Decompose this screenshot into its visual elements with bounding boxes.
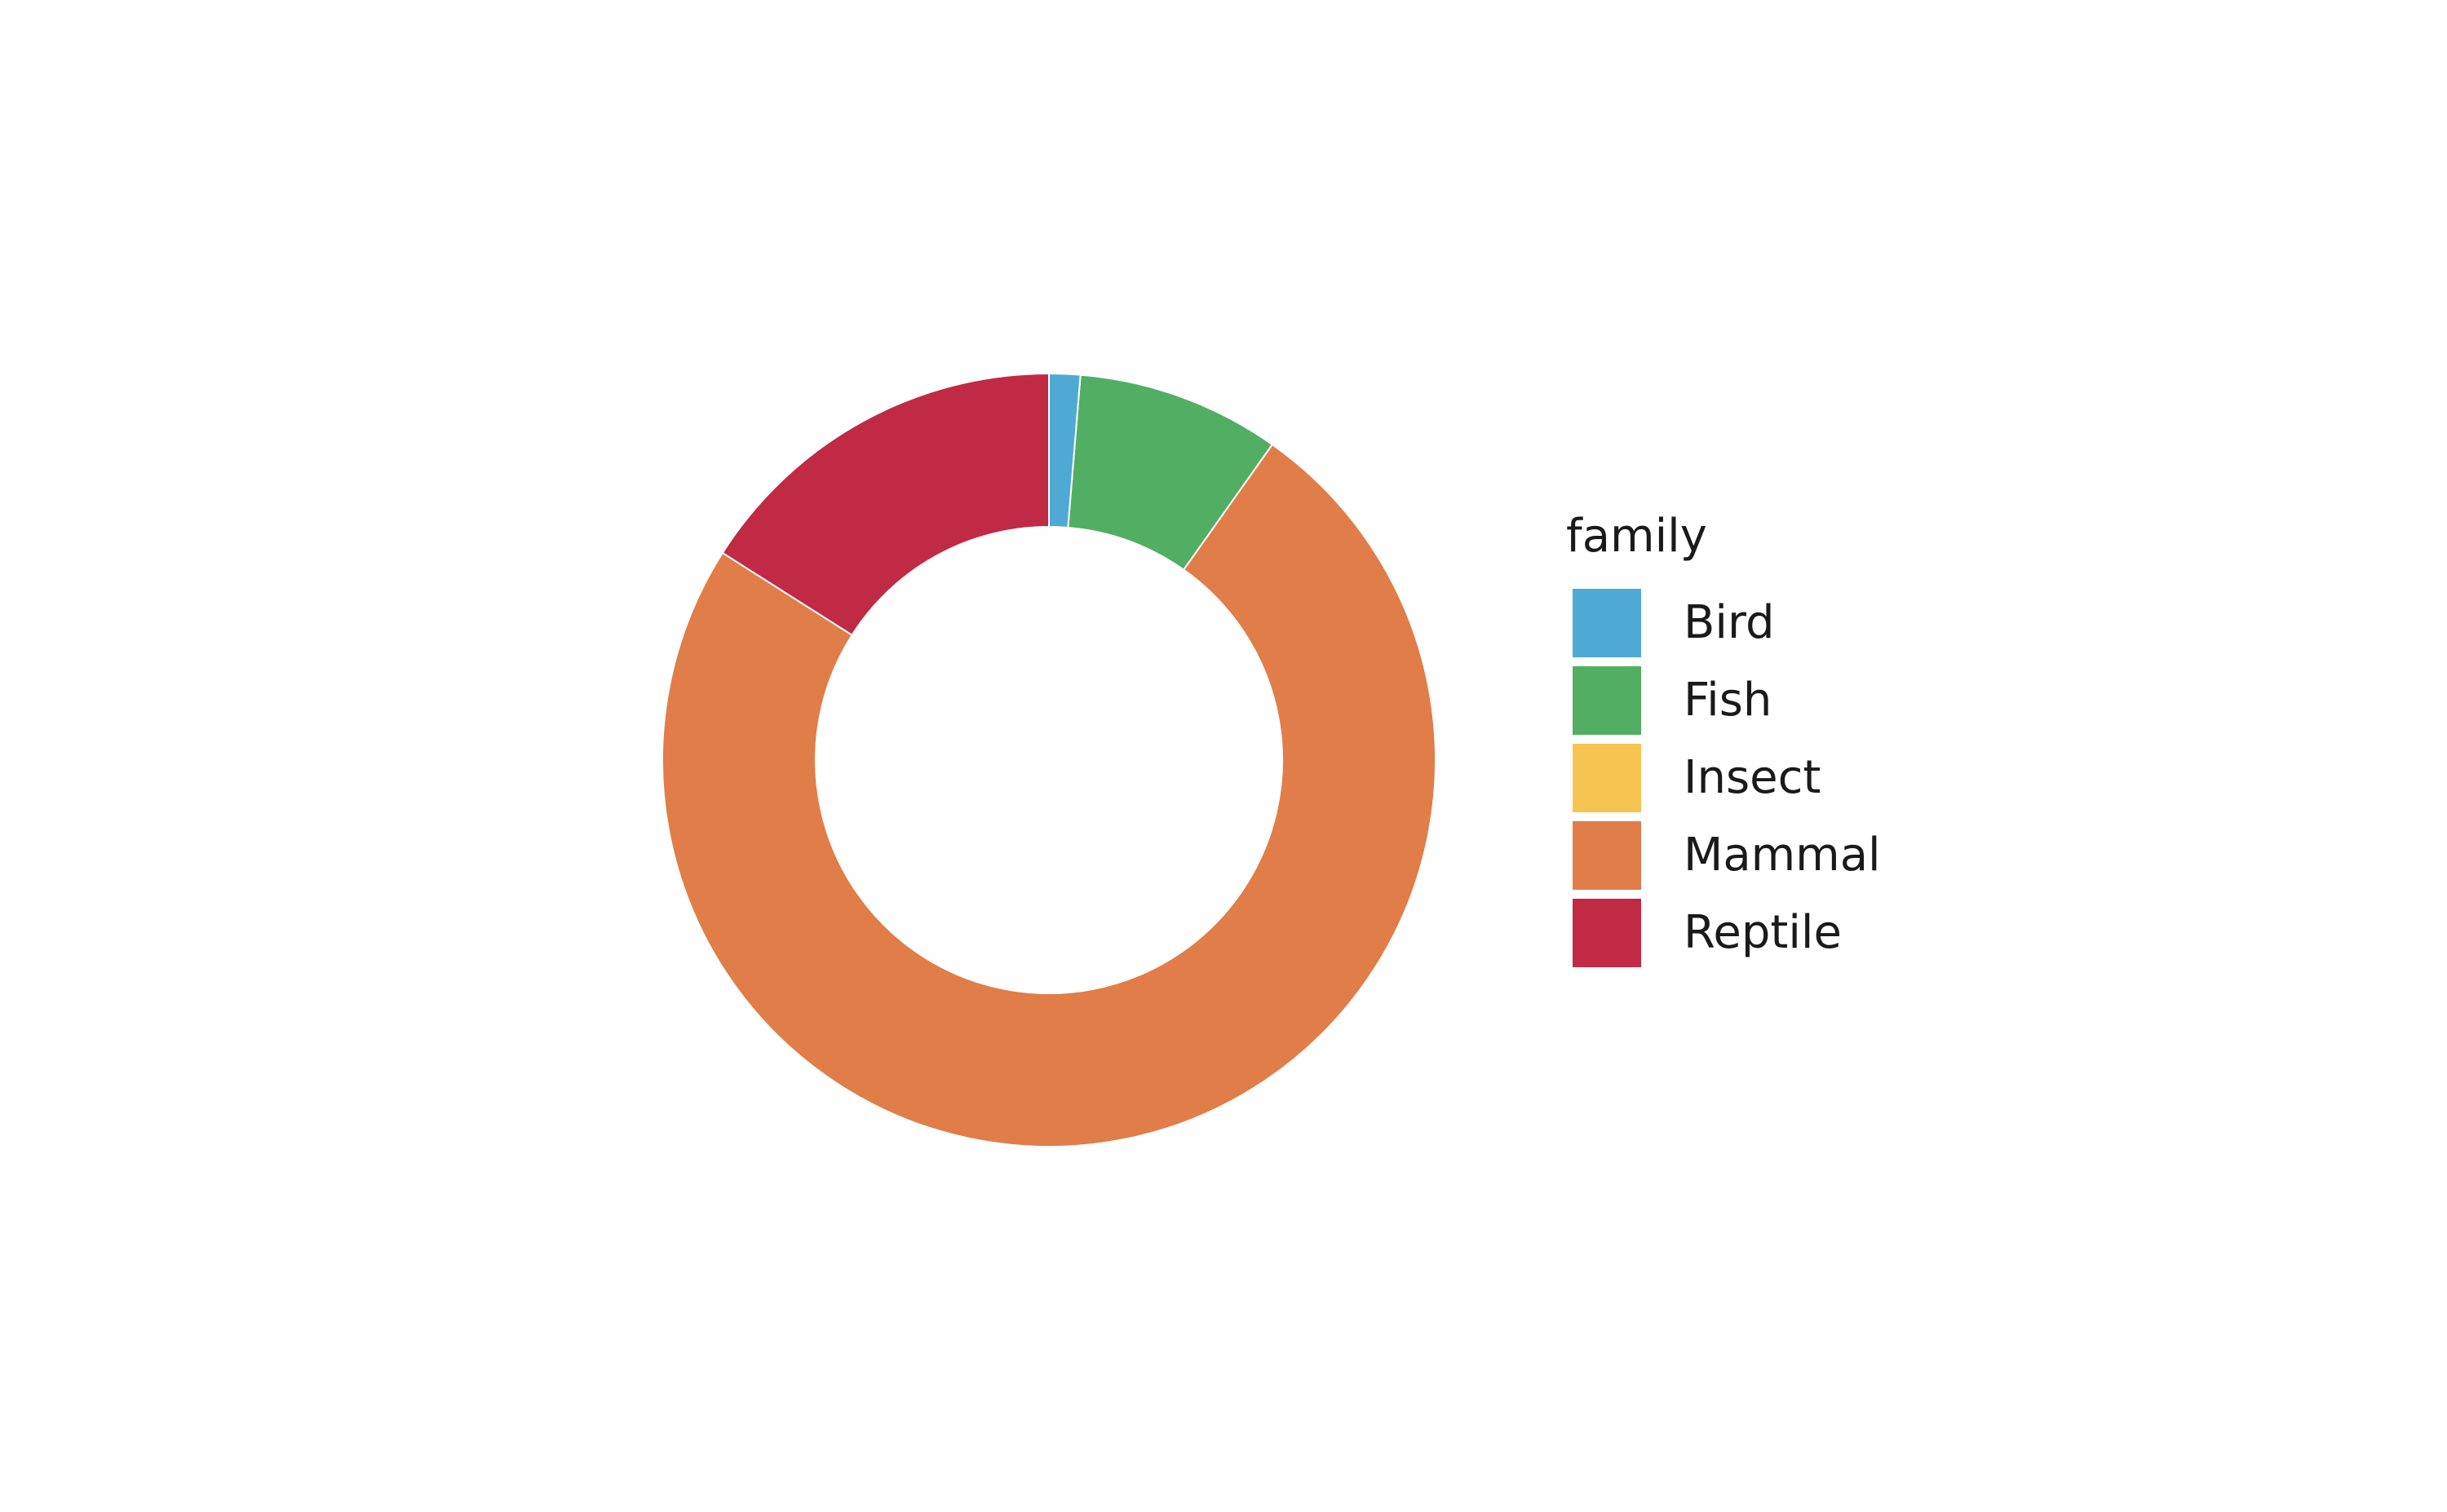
legend-item-bird: Bird [1566,584,1881,661]
legend-swatch-fish [1573,665,1641,735]
donut-slices [662,372,1437,1147]
legend-swatch-mammal [1573,820,1641,890]
legend-item-reptile: Reptile [1566,894,1881,971]
legend-item-mammal: Mammal [1566,816,1881,894]
legend-title: family [1566,510,1707,563]
legend-label-reptile: Reptile [1684,905,1842,959]
legend-swatch-insect [1573,743,1641,812]
legend-swatch-reptile [1573,898,1641,967]
slice-bird [1048,372,1082,529]
legend-label-fish: Fish [1684,673,1772,727]
slice-mammal [662,443,1437,1147]
legend-item-insect: Insect [1566,739,1881,816]
legend-swatch-bird [1573,588,1641,657]
legend-label-insect: Insect [1684,750,1821,804]
legend: family Bird Fish Insect Mammal Reptile [1566,514,1881,971]
legend-label-bird: Bird [1684,595,1775,649]
slice-reptile [721,372,1050,637]
legend-label-mammal: Mammal [1684,828,1881,882]
legend-items: Bird Fish Insect Mammal Reptile [1566,584,1881,971]
legend-item-fish: Fish [1566,661,1881,739]
